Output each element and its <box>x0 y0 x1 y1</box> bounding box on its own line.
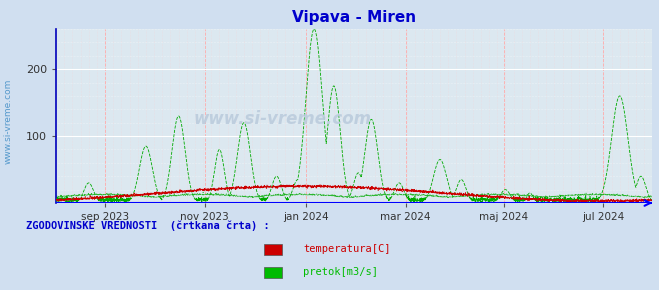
Text: www.si-vreme.com: www.si-vreme.com <box>4 79 13 164</box>
Text: pretok[m3/s]: pretok[m3/s] <box>303 267 378 277</box>
Text: ZGODOVINSKE VREDNOSTI  (črtkana črta) :: ZGODOVINSKE VREDNOSTI (črtkana črta) : <box>26 221 270 231</box>
Text: www.si-vreme.com: www.si-vreme.com <box>194 110 372 128</box>
Text: temperatura[C]: temperatura[C] <box>303 244 391 254</box>
Title: Vipava - Miren: Vipava - Miren <box>292 10 416 25</box>
